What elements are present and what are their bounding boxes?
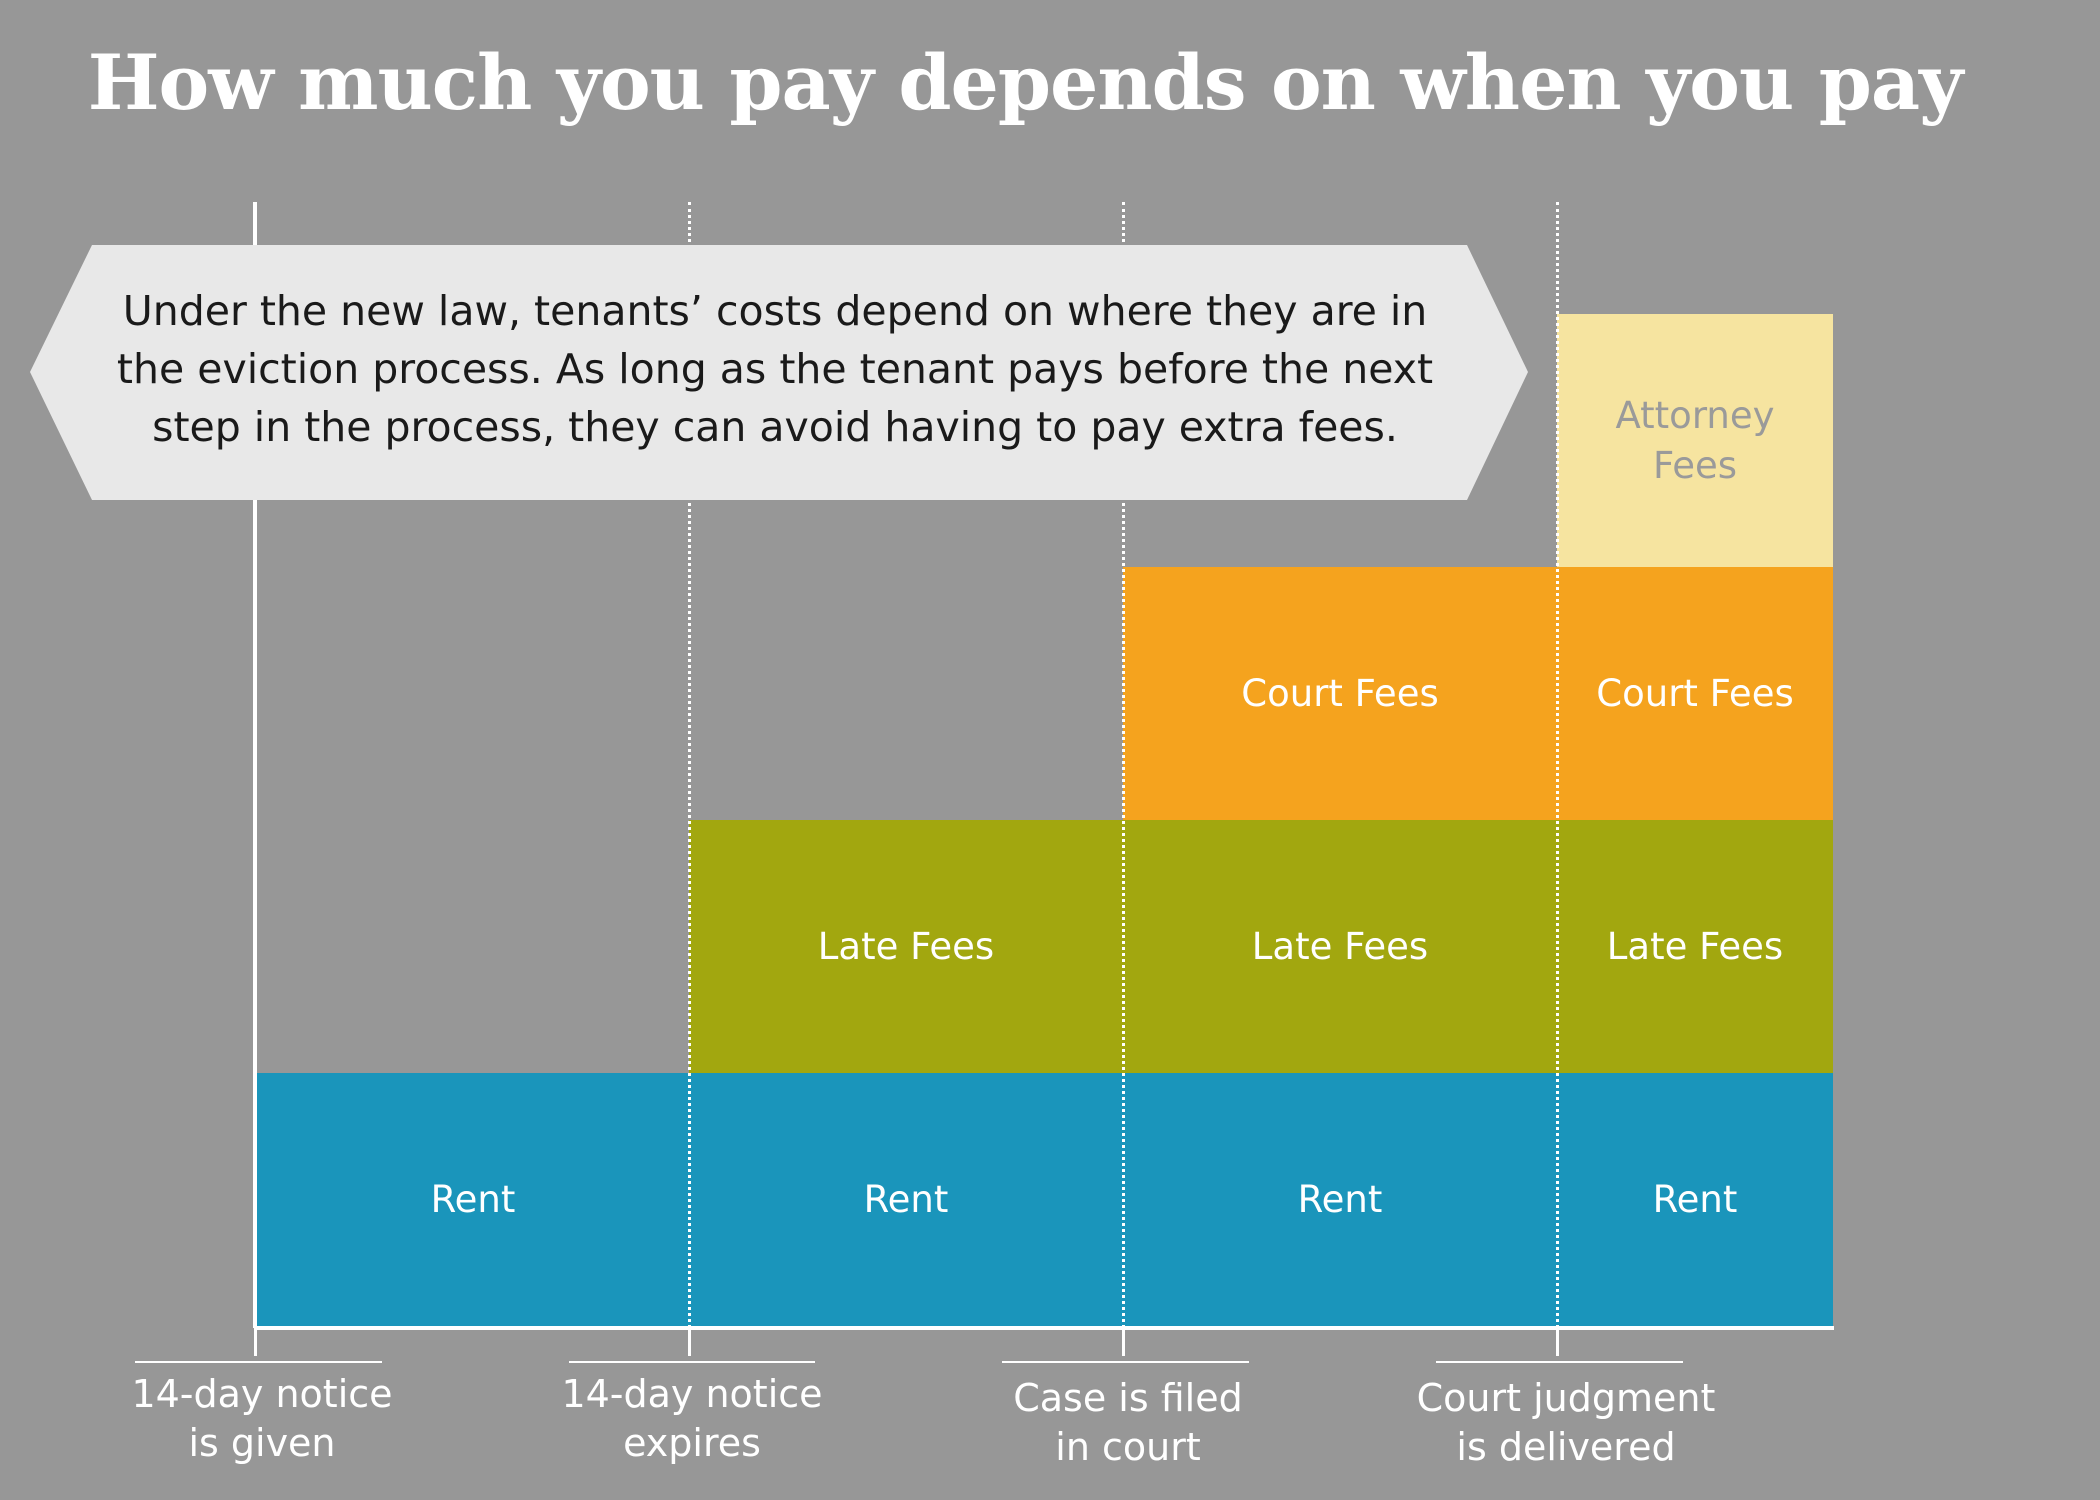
late-fees-block-stage-3: Late Fees <box>1123 820 1557 1073</box>
stage-label-line1: 14-day notice <box>561 1372 823 1416</box>
court-fees-label: Court Fees <box>1241 671 1439 715</box>
stage-underline-4 <box>1436 1361 1683 1363</box>
stage-label-line1: 14-day notice <box>131 1372 393 1416</box>
late-fees-label: Late Fees <box>1251 924 1429 968</box>
stage-label-line2: expires <box>623 1421 761 1466</box>
stage-line-3 <box>1122 202 1125 1328</box>
stage-label-3: Case is filed in court <box>978 1374 1278 1473</box>
stage-label-2: 14-day notice expires <box>542 1370 842 1469</box>
stage-tick-2 <box>688 1330 691 1356</box>
rent-block-stage-4: Rent <box>1557 1073 1833 1326</box>
stage-line-2 <box>688 202 691 1328</box>
page-title: How much you pay depends on when you pay <box>87 38 1964 127</box>
court-fees-block-stage-4: Court Fees <box>1557 567 1833 820</box>
stage-underline-3 <box>1002 1361 1249 1363</box>
timeline-axis <box>254 1326 1834 1330</box>
callout-text: Under the new law, tenants’ costs depend… <box>116 287 1434 451</box>
attorney-fees-block-stage-4: Attorney Fees <box>1557 314 1833 567</box>
attorney-fees-label-line2: Fees <box>1652 443 1738 487</box>
late-fees-block-stage-2: Late Fees <box>689 820 1123 1073</box>
court-fees-label: Court Fees <box>1596 671 1794 715</box>
rent-label: Rent <box>1652 1177 1738 1221</box>
rent-block-stage-3: Rent <box>1123 1073 1557 1326</box>
stage-label-line1: Case is filed <box>1013 1376 1243 1420</box>
rent-label: Rent <box>430 1177 516 1221</box>
stage-label-line2: is given <box>188 1421 336 1466</box>
stage-label-line2: is delivered <box>1456 1425 1676 1470</box>
stage-tick-3 <box>1122 1330 1125 1356</box>
rent-label: Rent <box>1297 1177 1383 1221</box>
stage-label-4: Court judgment is delivered <box>1416 1374 1716 1473</box>
attorney-fees-label-line1: Attorney <box>1615 393 1775 437</box>
stage-tick-4 <box>1556 1330 1559 1356</box>
stage-underline-2 <box>569 1361 815 1363</box>
stage-tick-1 <box>254 1330 257 1356</box>
late-fees-label: Late Fees <box>817 924 995 968</box>
rent-label: Rent <box>863 1177 949 1221</box>
stage-line-1 <box>253 202 257 1328</box>
late-fees-label: Late Fees <box>1606 924 1784 968</box>
rent-block-stage-2: Rent <box>689 1073 1123 1326</box>
stage-label-line1: Court judgment <box>1416 1376 1716 1420</box>
stage-underline-1 <box>135 1361 382 1363</box>
stage-line-4 <box>1556 202 1559 1328</box>
stage-label-line2: in court <box>1055 1425 1201 1470</box>
stage-label-1: 14-day notice is given <box>112 1370 412 1469</box>
late-fees-block-stage-4: Late Fees <box>1557 820 1833 1073</box>
rent-block-stage-1: Rent <box>257 1073 689 1326</box>
court-fees-block-stage-3: Court Fees <box>1123 567 1557 820</box>
